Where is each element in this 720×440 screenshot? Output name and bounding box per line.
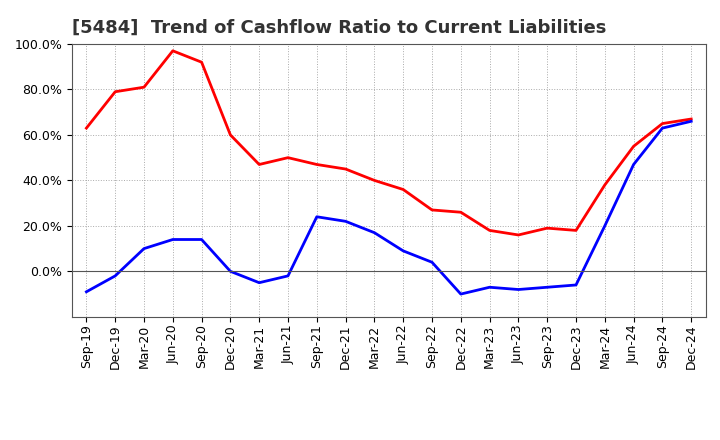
Free CF to Current Liabilities xyxy=(485,285,494,290)
Operating CF to Current Liabilities xyxy=(514,232,523,238)
Free CF to Current Liabilities xyxy=(82,289,91,294)
Free CF to Current Liabilities xyxy=(543,285,552,290)
Free CF to Current Liabilities xyxy=(341,219,350,224)
Operating CF to Current Liabilities xyxy=(226,132,235,138)
Free CF to Current Liabilities xyxy=(168,237,177,242)
Operating CF to Current Liabilities xyxy=(572,228,580,233)
Text: [5484]  Trend of Cashflow Ratio to Current Liabilities: [5484] Trend of Cashflow Ratio to Curren… xyxy=(72,19,606,37)
Operating CF to Current Liabilities xyxy=(255,162,264,167)
Free CF to Current Liabilities xyxy=(312,214,321,220)
Operating CF to Current Liabilities xyxy=(168,48,177,53)
Free CF to Current Liabilities xyxy=(197,237,206,242)
Free CF to Current Liabilities xyxy=(658,125,667,131)
Free CF to Current Liabilities xyxy=(399,248,408,253)
Line: Operating CF to Current Liabilities: Operating CF to Current Liabilities xyxy=(86,51,691,235)
Operating CF to Current Liabilities xyxy=(687,116,696,121)
Operating CF to Current Liabilities xyxy=(456,209,465,215)
Free CF to Current Liabilities xyxy=(370,230,379,235)
Free CF to Current Liabilities xyxy=(572,282,580,288)
Free CF to Current Liabilities xyxy=(428,260,436,265)
Operating CF to Current Liabilities xyxy=(82,125,91,131)
Operating CF to Current Liabilities xyxy=(111,89,120,94)
Free CF to Current Liabilities xyxy=(111,273,120,279)
Operating CF to Current Liabilities xyxy=(341,166,350,172)
Free CF to Current Liabilities xyxy=(226,269,235,274)
Free CF to Current Liabilities xyxy=(255,280,264,285)
Operating CF to Current Liabilities xyxy=(428,207,436,213)
Free CF to Current Liabilities xyxy=(600,223,609,228)
Operating CF to Current Liabilities xyxy=(629,143,638,149)
Operating CF to Current Liabilities xyxy=(600,182,609,187)
Operating CF to Current Liabilities xyxy=(399,187,408,192)
Free CF to Current Liabilities xyxy=(629,162,638,167)
Operating CF to Current Liabilities xyxy=(140,84,148,90)
Operating CF to Current Liabilities xyxy=(312,162,321,167)
Operating CF to Current Liabilities xyxy=(370,178,379,183)
Operating CF to Current Liabilities xyxy=(658,121,667,126)
Operating CF to Current Liabilities xyxy=(197,59,206,65)
Free CF to Current Liabilities xyxy=(456,291,465,297)
Operating CF to Current Liabilities xyxy=(543,225,552,231)
Free CF to Current Liabilities xyxy=(687,119,696,124)
Operating CF to Current Liabilities xyxy=(485,228,494,233)
Free CF to Current Liabilities xyxy=(284,273,292,279)
Free CF to Current Liabilities xyxy=(140,246,148,251)
Operating CF to Current Liabilities xyxy=(284,155,292,160)
Free CF to Current Liabilities xyxy=(514,287,523,292)
Line: Free CF to Current Liabilities: Free CF to Current Liabilities xyxy=(86,121,691,294)
